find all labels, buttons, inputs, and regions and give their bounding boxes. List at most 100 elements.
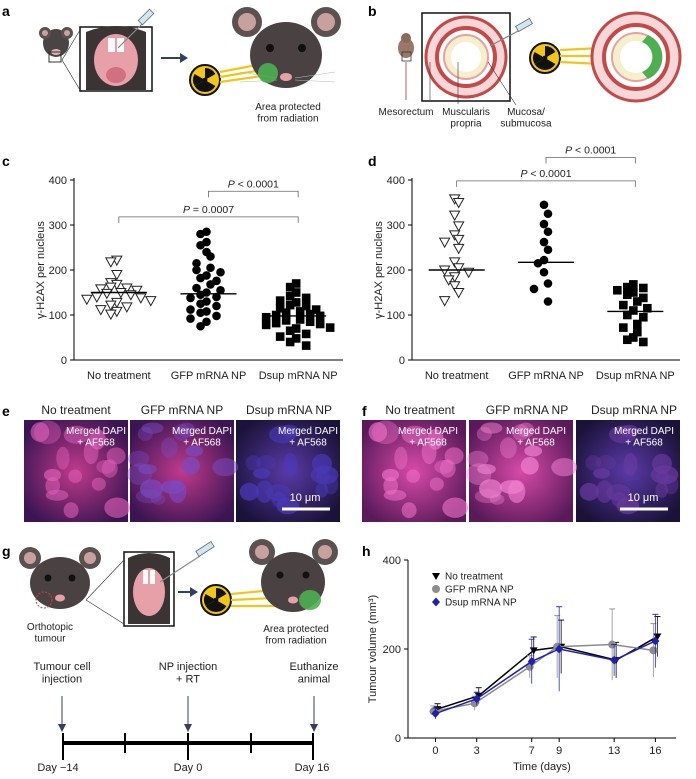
significance-bracket [208,190,299,198]
nucleus-blob [489,494,505,505]
data-point [271,318,281,328]
nucleus-blob [140,479,164,499]
data-point [438,296,451,307]
data-point [448,210,461,222]
x-tick-label: 3 [474,745,480,757]
nucleus-blob [63,425,90,444]
timeline-bar [62,733,314,760]
data-point [305,317,315,327]
x-tick-label: 16 [649,745,661,757]
p-value-label: P < 0.0001 [228,178,279,190]
nucleus-blob [138,464,157,475]
nucleus-blob [315,482,329,498]
data-point [110,270,123,281]
y-tick-label: 400 [387,175,405,187]
data-point [613,285,622,295]
data-point [144,296,157,307]
nucleus-blob [585,455,601,471]
y-tick-label: 0 [395,733,401,745]
data-point [448,281,461,292]
data-point [301,293,311,303]
panel-e-letter: e [2,403,10,419]
panel-h-letter: h [362,543,371,559]
data-point [543,297,553,306]
nucleus-blob [89,428,106,450]
chart-c: 0 100 200 300 400 γ-H2AX per nucleus No treatm… [35,175,343,382]
nucleus-blob [512,424,529,441]
data-point [196,321,205,331]
colon-layer-labels: Mesorectum Muscularis propria Mucosa/subm… [378,61,552,130]
panel-a: a [2,3,341,125]
legend-label: Dsup mRNA NP [445,598,517,609]
data-point [192,258,201,268]
nucleus-blob [256,455,277,470]
y-tick-label: 200 [383,644,401,656]
y-axis-label: Tumour volume (mm³) [367,595,379,703]
data-point [639,283,648,293]
data-point [619,300,628,310]
data-point [104,300,117,312]
mouth-zoom-inset [85,551,175,627]
data-point [261,320,271,330]
data-point [100,288,113,300]
large-mouse-icon [249,539,338,612]
nucleus-blob [401,502,417,519]
data-point [649,646,658,655]
data-point [196,240,205,250]
syringe-icon [117,8,155,49]
mouse-tumour-icon [19,547,101,609]
significance-bracket [545,157,636,164]
timeline-arrows [58,696,318,732]
nucleus-blob [150,494,166,505]
radiation-icon [200,584,232,616]
data-point [104,309,117,321]
data-point [134,293,147,304]
data-point [543,245,553,255]
nucleus-blob [442,497,469,518]
nucleus-blob [593,468,611,479]
event-euthanize: Euthanize animal [290,661,339,686]
nucleus-blob [655,482,669,498]
category-label: No treatment [87,370,151,382]
nucleus-blob [444,447,464,465]
panel-f-letter: f [362,403,367,419]
legend-marker [432,573,440,580]
y-tick-label: 400 [383,555,401,567]
data-point [629,306,638,315]
nucleus-blob [394,446,408,470]
nucleus-blob [127,450,150,467]
data-point [275,303,285,313]
nucleus-blob [91,477,106,491]
y-tick-label: 0 [399,355,405,367]
data-point [651,636,660,646]
data-point [448,257,461,268]
data-point [285,291,295,301]
p-value-label: P = 0.0007 [183,204,234,216]
data-point [539,237,549,247]
x-axis-label: Time (days) [513,761,571,773]
radiation-icon [529,42,561,74]
large-mouse-icon [232,7,341,88]
y-axis-label: γ-H2AX per nucleus [373,221,385,319]
nucleus-blob [620,424,639,438]
data-point [202,317,211,327]
nucleus-blob [434,460,454,474]
data-point [629,280,638,289]
label-muscularis-propria: Muscularis propria [442,107,490,130]
data-point [206,280,215,289]
scale-bar-f-label: 10 μm [628,492,659,504]
data-point [543,279,553,288]
category-label: No treatment [425,370,489,382]
nucleus-blob [406,469,421,483]
y-tick-label: 300 [49,220,67,232]
syringe-icon [159,541,215,583]
data-point [629,288,638,297]
panel-a-caption: Area protected from radiation [255,102,321,125]
arrow-icon [161,53,188,63]
nucleus-blob [63,502,79,519]
data-point [639,337,648,347]
y-tick-label: 300 [387,220,405,232]
data-point [543,227,553,237]
data-point [196,299,205,309]
data-point [452,243,465,255]
